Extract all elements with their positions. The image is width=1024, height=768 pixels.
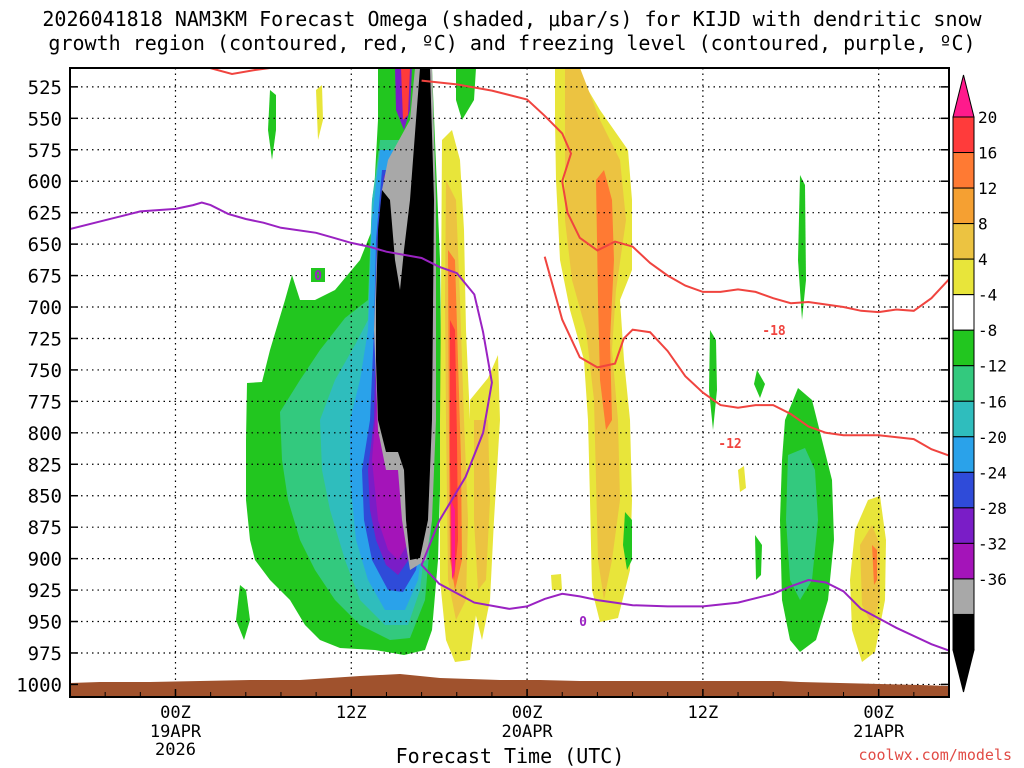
colorbar-swatch [952,578,975,615]
contour-labels: -18 -12 0 0 [311,268,788,630]
omega-neg-streak-f [623,512,632,570]
pressure-tick-label: 925 [28,580,62,602]
omega-colorbar: 20 16 12 8 4 -4 -8 -12 -16 -20 -24 -28 -32 -36 [952,74,1007,693]
isotherm-minus12-label: -12 [718,437,741,452]
colorbar-bottom-arrow [952,649,975,693]
omega-neg-blob-18z-teal [786,448,818,600]
x-axis-title: Forecast Time (UTC) [396,744,625,768]
time-tick-label: 00Z [863,703,894,723]
colorbar-label: -32 [978,534,1007,553]
colorbar-top-arrow [952,74,975,118]
pressure-axis: 525 550 575 600 625 650 675 700 725 750 775 800 825 8… [16,77,949,696]
colorbar-swatch [952,187,975,225]
pressure-tick-label: 675 [28,266,62,288]
isotherm-minus18-contour [421,79,949,314]
omega-pos-band-near-20z-pink [451,500,455,580]
time-tick-label: 00Z [512,703,543,723]
pressure-tick-label: 950 [28,612,62,634]
omega-shading [236,68,886,662]
time-gridlines [174,68,880,697]
time-tick-date: 20APR [501,722,553,742]
colorbar-label: -8 [978,321,997,340]
colorbar-label: -24 [978,463,1007,482]
omega-neg-streak-e [754,370,765,398]
pressure-tick-label: 825 [28,454,62,476]
omega-speck-3 [551,574,562,590]
freezing-level-label-east: 0 [579,615,587,630]
colorbar-label: 12 [978,179,997,198]
freezing-level-label-west: 0 [314,269,322,284]
omega-neg-streak-h [236,585,250,640]
colorbar-swatch [952,329,975,367]
colorbar-label: 4 [978,250,988,269]
freezing-level-contour [70,201,949,652]
colorbar-swatch [952,436,975,473]
contour-layer [70,68,949,652]
pressure-tick-label: 875 [28,517,62,539]
colorbar-label: -36 [978,570,1007,589]
colorbar-swatch [952,507,975,544]
colorbar-swatch [952,294,975,331]
pressure-tick-label: 700 [28,297,62,319]
colorbar-label: 20 [978,108,997,127]
colorbar-swatch [952,542,975,580]
omega-neg-streak-a [268,90,276,160]
isotherm-minus18-label: -18 [762,324,786,339]
terrain-ground [70,674,949,697]
colorbar-label: -20 [978,428,1007,447]
omega-neg-streak-d [798,175,806,320]
pressure-gridlines [70,86,949,686]
colorbar-label: 16 [978,144,997,163]
time-tick-year: 2026 [155,740,196,760]
pressure-tick-label: 850 [28,486,62,508]
colorbar-label: -4 [978,286,997,305]
colorbar-swatch [952,471,975,509]
pressure-tick-label: 750 [28,360,62,382]
colorbar-label: -12 [978,357,1007,376]
time-tick-label: 12Z [688,703,719,723]
colorbar-label: 8 [978,215,988,234]
time-tick-date: 19APR [150,722,202,742]
omega-speck-1 [316,85,323,140]
colorbar-swatch [952,116,975,154]
time-tick-label: 00Z [160,703,191,723]
pressure-tick-label: 600 [28,171,62,193]
plot-frame [69,67,950,698]
colorbar-swatch [952,258,975,296]
time-tick-date: 21APR [853,722,905,742]
colorbar-swatch [952,223,975,260]
pressure-tick-label: 725 [28,328,62,350]
pressure-tick-label: 975 [28,643,62,665]
colorbar-swatch [952,365,975,402]
chart-title-line2: growth region (contoured, red, ºC) and f… [48,31,975,55]
pressure-tick-label: 575 [28,140,62,162]
pressure-tick-label: 625 [28,203,62,225]
pressure-tick-label: 1000 [16,674,62,696]
omega-pos-band-20z-east-orange [474,420,490,590]
colorbar-label: -28 [978,499,1007,518]
pressure-tick-label: 900 [28,549,62,571]
colorbar-swatch [952,400,975,438]
omega-neg-streak-b [456,68,476,120]
pressure-tick-label: 650 [28,234,62,256]
omega-streak-upper-red [401,68,410,120]
pressure-tick-label: 800 [28,423,62,445]
omega-pos-blob-00z21-darkorange [872,545,877,585]
colorbar-swatch [952,152,975,189]
omega-region-neg36 [376,68,434,560]
omega-neg-streak-c [709,330,717,430]
colorbar-label: -16 [978,392,1007,411]
omega-neg-streak-g [755,535,762,580]
omega-speck-2 [738,466,746,492]
watermark-text: coolwx.com/models [858,746,1012,764]
isotherm-minus12-contour [543,256,949,457]
chart-title-line1: 2026041818 NAM3KM Forecast Omega (shaded… [42,7,982,31]
pressure-tick-label: 775 [28,391,62,413]
pressure-tick-label: 550 [28,108,62,130]
pressure-tick-label: 525 [28,77,62,99]
time-tick-label: 12Z [336,703,367,723]
colorbar-swatch [952,613,975,651]
